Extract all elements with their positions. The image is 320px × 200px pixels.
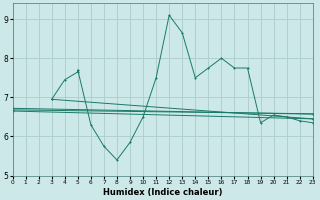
X-axis label: Humidex (Indice chaleur): Humidex (Indice chaleur) [103, 188, 222, 197]
